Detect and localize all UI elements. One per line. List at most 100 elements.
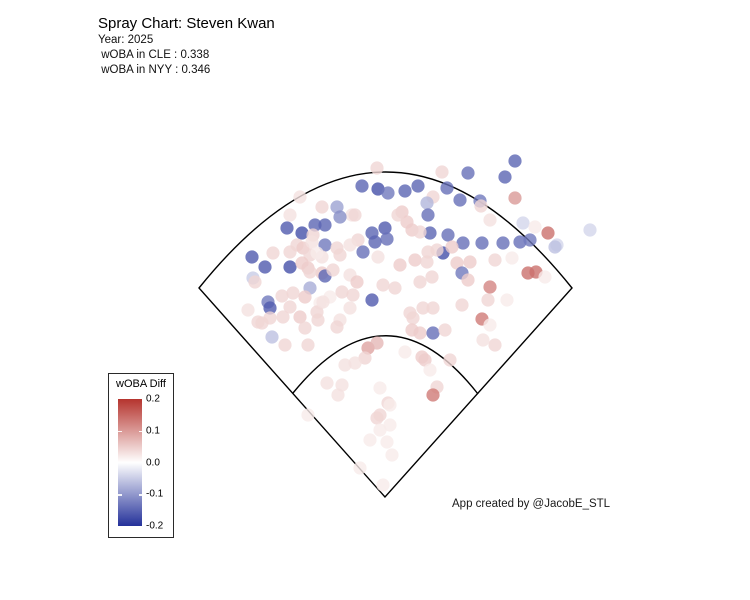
spray-dot: [383, 398, 397, 412]
spray-dot: [378, 221, 392, 235]
subtitle-year: Year: 2025: [98, 34, 154, 46]
legend-tick-label: -0.1: [146, 488, 164, 500]
spray-dot: [280, 221, 294, 235]
spray-dot: [381, 186, 395, 200]
spray-dot: [420, 255, 434, 269]
spray-dot: [538, 270, 552, 284]
legend-gradient-bar: [118, 399, 142, 526]
spray-dot: [483, 280, 497, 294]
spray-dot: [335, 378, 349, 392]
legend-tick-mark: [118, 494, 122, 496]
spray-dot: [450, 256, 464, 270]
spray-dot: [376, 278, 390, 292]
spray-dot: [283, 260, 297, 274]
spray-dot: [263, 301, 277, 315]
spray-dot: [276, 310, 290, 324]
spray-dot: [343, 301, 357, 315]
spray-dot: [376, 478, 390, 492]
spray-dot: [363, 433, 377, 447]
spray-dot: [476, 333, 490, 347]
spray-dot: [298, 290, 312, 304]
spray-dot: [350, 275, 364, 289]
spray-dot: [483, 213, 497, 227]
spray-dot: [513, 235, 527, 249]
legend-tick-label: 0.1: [146, 425, 160, 437]
spray-dot: [348, 356, 362, 370]
legend-tick-mark: [138, 494, 142, 496]
spray-dot: [316, 295, 330, 309]
spray-dot: [278, 338, 292, 352]
spray-dot: [483, 318, 497, 332]
spray-dot: [388, 281, 402, 295]
spray-dot: [255, 316, 269, 330]
spray-dot: [488, 253, 502, 267]
spray-dot: [338, 358, 352, 372]
spray-dot: [373, 423, 387, 437]
spray-dot: [303, 265, 317, 279]
spray-dot: [498, 170, 512, 184]
spray-dot: [393, 258, 407, 272]
spray-dot: [283, 208, 297, 222]
spray-dot: [333, 210, 347, 224]
spray-dot: [283, 300, 297, 314]
spray-dot: [423, 363, 437, 377]
spray-dot: [443, 353, 457, 367]
spray-dot: [496, 236, 510, 250]
spray-dot: [356, 245, 370, 259]
spray-dot: [413, 326, 427, 340]
spray-dot: [245, 250, 259, 264]
spray-dot: [508, 191, 522, 205]
spray-dot: [500, 293, 514, 307]
spray-dot: [320, 376, 334, 390]
spray-dot: [475, 236, 489, 250]
spray-dot: [413, 225, 427, 239]
spray-dot: [330, 320, 344, 334]
spray-dot: [426, 326, 440, 340]
spray-dot: [365, 293, 379, 307]
spray-dot: [241, 303, 255, 317]
spray-dot: [275, 289, 289, 303]
spray-dot: [373, 381, 387, 395]
legend-tick-mark: [138, 430, 142, 433]
spray-dot: [406, 311, 420, 325]
spray-dot: [330, 200, 344, 214]
spray-dot: [541, 226, 555, 240]
spray-dot: [355, 179, 369, 193]
spray-dot: [523, 233, 537, 247]
infield-arc: [292, 335, 479, 395]
legend-tick-mark: [118, 430, 122, 433]
spray-dot: [411, 179, 425, 193]
spray-dot: [380, 435, 394, 449]
spray-dot: [516, 216, 530, 230]
spray-dot: [370, 161, 384, 175]
legend-tick-label: -0.2: [146, 520, 164, 532]
spray-dot: [435, 165, 449, 179]
spray-dot: [474, 199, 488, 213]
spray-dot: [318, 238, 332, 252]
legend-tick-labels: 0.2 0.1 0.0 -0.1 -0.2: [146, 394, 174, 532]
spray-dot: [326, 263, 340, 277]
spray-dot: [426, 301, 440, 315]
spray-dot: [293, 310, 307, 324]
spray-dot: [308, 218, 322, 232]
watermark-credit: App created by @JacobE_STL: [452, 498, 611, 510]
spray-dot: [421, 245, 435, 259]
spray-dot: [423, 226, 437, 240]
spray-dot: [548, 240, 562, 254]
spray-dot: [265, 330, 279, 344]
spray-dot: [391, 208, 405, 222]
spray-dot: [333, 248, 347, 262]
spray-dot: [370, 411, 384, 425]
legend-woba-diff: wOBA Diff 0.2 0.1 0.0 -0.1 -0.2: [108, 373, 174, 538]
spray-dot: [426, 388, 440, 402]
spray-dot: [385, 448, 399, 462]
spray-dot: [461, 166, 475, 180]
spray-dot: [295, 226, 309, 240]
spray-dot: [248, 275, 262, 289]
spray-dot: [283, 245, 297, 259]
spray-dot: [298, 321, 312, 335]
spray-dot: [488, 338, 502, 352]
spray-dot: [440, 181, 454, 195]
legend-tick-label: 0.0: [146, 457, 160, 468]
